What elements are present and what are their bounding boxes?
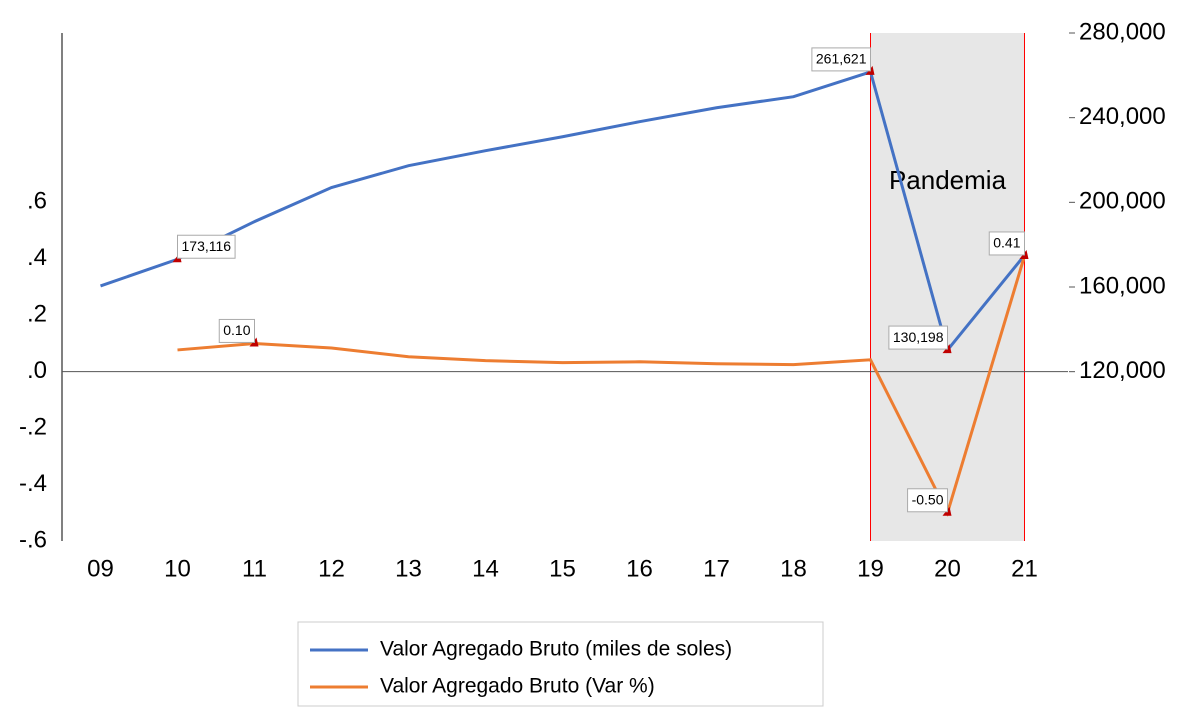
x-tick-label: 17	[703, 555, 730, 582]
value-label-box	[907, 488, 948, 513]
y-tick-label: .6	[27, 188, 47, 215]
value-label-box	[218, 318, 255, 343]
x-tick-label: 11	[242, 555, 267, 582]
x-tick-label: 19	[857, 555, 884, 582]
x-tick-label: 12	[318, 555, 345, 582]
x-tick-label: 10	[164, 555, 191, 582]
x-tick-label: 16	[626, 555, 653, 582]
y2-tick-label: 160,000	[1079, 272, 1166, 299]
y-tick-label: .0	[27, 357, 47, 384]
value-label: 130,198	[893, 329, 944, 345]
value-label: 0.10	[223, 322, 250, 338]
x-tick-label: 18	[780, 555, 807, 582]
x-tick-label: 14	[472, 555, 499, 582]
legend-label: Valor Agregado Bruto (Var %)	[380, 675, 655, 698]
y-tick-label: -.6	[19, 526, 47, 553]
x-tick-label: 20	[934, 555, 961, 582]
y2-tick-label: 200,000	[1079, 188, 1166, 215]
value-label-box	[811, 47, 871, 72]
value-label: 0.41	[993, 235, 1020, 251]
shade-label: Pandemia	[889, 165, 1007, 195]
x-tick-label: 15	[549, 555, 576, 582]
y-tick-label: .2	[27, 301, 47, 328]
y2-tick-label: 120,000	[1079, 357, 1166, 384]
x-tick-label: 13	[395, 555, 422, 582]
y-tick-label: -.4	[19, 470, 47, 497]
x-tick-label: 09	[87, 555, 114, 582]
y-tick-label: .4	[27, 244, 47, 271]
value-label: 261,621	[816, 51, 867, 67]
series-line	[177, 255, 1026, 517]
y2-tick-label: 240,000	[1079, 103, 1166, 130]
value-label-box	[988, 231, 1025, 256]
x-tick-label: 21	[1011, 555, 1038, 582]
value-label: 173,116	[182, 238, 232, 254]
legend-label: Valor Agregado Bruto (miles de soles)	[380, 638, 732, 661]
value-label: -0.50	[912, 491, 944, 507]
y-tick-label: -.2	[19, 413, 47, 440]
shaded-region	[870, 33, 1025, 541]
legend-box	[297, 621, 824, 707]
y2-tick-label: 280,000	[1079, 18, 1166, 45]
value-label-box	[888, 325, 948, 350]
value-label-box	[177, 234, 236, 259]
